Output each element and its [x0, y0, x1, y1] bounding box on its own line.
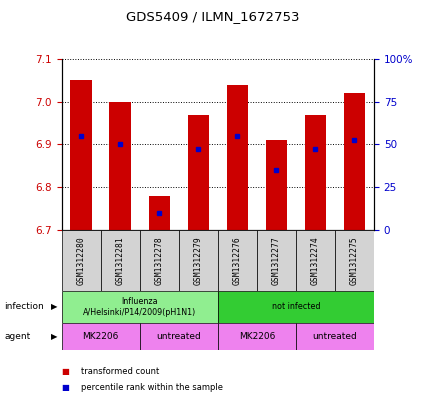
Bar	[62, 323, 140, 350]
Text: infection: infection	[4, 303, 44, 311]
Bar	[344, 93, 365, 230]
Text: not infected: not infected	[272, 303, 320, 311]
Text: ▶: ▶	[51, 303, 57, 311]
Text: Influenza
A/Helsinki/P14/2009(pH1N1): Influenza A/Helsinki/P14/2009(pH1N1)	[83, 297, 196, 317]
Bar	[101, 230, 140, 291]
Text: GSM1312274: GSM1312274	[311, 236, 320, 285]
Text: untreated: untreated	[156, 332, 201, 341]
Text: ■: ■	[62, 383, 70, 391]
Bar	[296, 230, 335, 291]
Bar	[62, 230, 101, 291]
Text: ■: ■	[62, 367, 70, 376]
Text: ▶: ▶	[51, 332, 57, 341]
Text: GSM1312278: GSM1312278	[155, 236, 164, 285]
Text: untreated: untreated	[312, 332, 357, 341]
Bar	[71, 80, 92, 230]
Bar	[140, 230, 179, 291]
Bar	[218, 230, 257, 291]
Bar	[227, 84, 248, 230]
Text: GSM1312275: GSM1312275	[350, 236, 359, 285]
Bar	[218, 323, 296, 350]
Text: GSM1312279: GSM1312279	[194, 236, 203, 285]
Text: MK2206: MK2206	[82, 332, 119, 341]
Bar	[305, 114, 326, 230]
Bar	[266, 140, 287, 230]
Text: GSM1312276: GSM1312276	[233, 236, 242, 285]
Text: GDS5409 / ILMN_1672753: GDS5409 / ILMN_1672753	[126, 10, 299, 23]
Bar	[110, 102, 131, 230]
Bar	[140, 323, 218, 350]
Bar	[187, 114, 209, 230]
Bar	[335, 230, 374, 291]
Bar	[179, 230, 218, 291]
Text: percentile rank within the sample: percentile rank within the sample	[81, 383, 223, 391]
Bar	[257, 230, 296, 291]
Text: GSM1312280: GSM1312280	[76, 236, 86, 285]
Bar	[296, 323, 374, 350]
Text: transformed count: transformed count	[81, 367, 159, 376]
Bar	[218, 291, 374, 323]
Text: GSM1312277: GSM1312277	[272, 236, 281, 285]
Text: GSM1312281: GSM1312281	[116, 236, 125, 285]
Text: MK2206: MK2206	[239, 332, 275, 341]
Text: agent: agent	[4, 332, 31, 341]
Bar	[148, 196, 170, 230]
Bar	[62, 291, 218, 323]
